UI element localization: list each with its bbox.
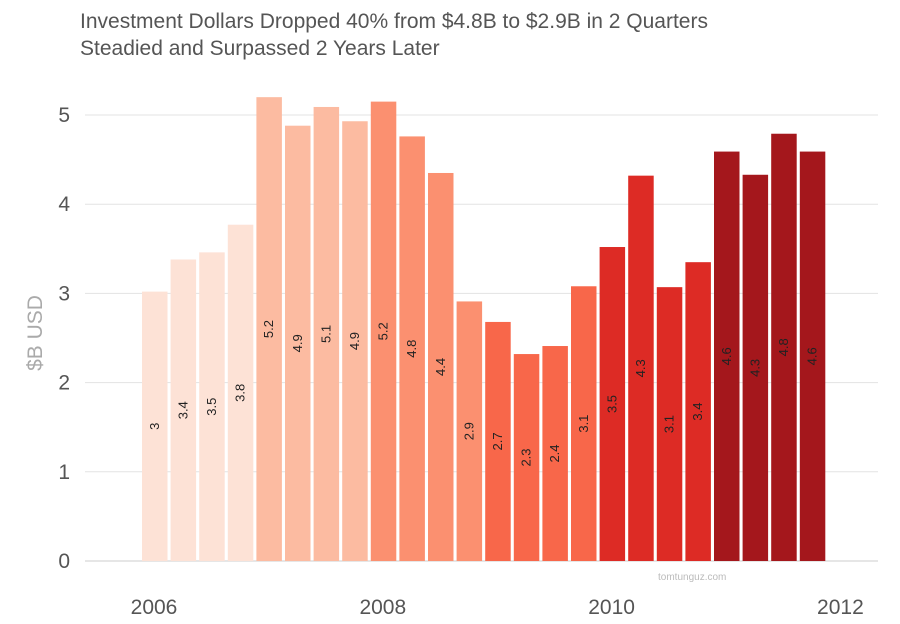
bar	[370, 101, 397, 562]
y-tick-label: 5	[58, 104, 70, 127]
bar	[170, 259, 197, 561]
bar	[771, 133, 797, 561]
data-label: 4.8	[776, 338, 791, 356]
data-label: 3.5	[204, 398, 219, 416]
data-label: 2.4	[547, 444, 562, 462]
data-label: 5.1	[318, 325, 333, 343]
bar	[742, 174, 769, 562]
data-label: 3.8	[233, 384, 248, 402]
x-tick-label: 2008	[359, 596, 406, 619]
bar	[799, 151, 826, 561]
y-tick-label: 1	[58, 461, 70, 484]
data-label: 3.1	[662, 415, 677, 433]
bar	[285, 125, 311, 561]
data-label: 3.1	[576, 415, 591, 433]
data-label: 4.3	[747, 359, 762, 377]
bar	[313, 106, 340, 562]
data-label: 3.4	[175, 401, 190, 419]
bar	[628, 175, 654, 561]
data-label: 4.9	[347, 332, 362, 350]
bar	[714, 151, 740, 561]
data-label: 3.5	[604, 395, 619, 413]
data-label: 4.8	[404, 340, 419, 358]
y-tick-label: 0	[58, 550, 70, 573]
data-labels: 3 3.4 3.5 3.8 5.2 4.9 5.1 4.9 5.2 4.8 4.4 2.9 2.7 2.3…	[147, 320, 820, 467]
data-label: 3.4	[690, 403, 705, 421]
bar	[256, 97, 282, 561]
bar	[685, 262, 711, 561]
chart-title-line-1: Investment Dollars Dropped 40% from $4.8…	[80, 10, 708, 33]
data-label: 4.6	[805, 347, 820, 365]
data-label: 3	[147, 423, 162, 430]
data-label: 4.3	[633, 359, 648, 377]
bar	[342, 121, 368, 561]
bars	[142, 97, 826, 562]
y-tick-label: 2	[58, 372, 70, 395]
data-label: 5.2	[261, 320, 276, 338]
x-axis-ticks: 2006 2008 2010 2012	[131, 596, 864, 619]
bar	[485, 321, 511, 561]
y-tick-label: 4	[58, 193, 70, 216]
bar	[599, 247, 626, 562]
x-tick-label: 2010	[588, 596, 635, 619]
x-tick-label: 2012	[817, 596, 864, 619]
bar	[571, 286, 597, 561]
data-label: 2.9	[461, 422, 476, 440]
bar	[199, 252, 225, 562]
data-label: 4.4	[433, 358, 448, 376]
data-label: 4.9	[290, 334, 305, 352]
bar	[656, 287, 683, 561]
y-axis-ticks: 0 1 2 3 4 5	[58, 104, 70, 573]
bar	[142, 291, 168, 561]
bar	[428, 172, 454, 562]
chart-title-line-2: Steadied and Surpassed 2 Years Later	[80, 37, 440, 60]
data-label: 4.6	[719, 347, 734, 365]
bar	[513, 354, 540, 561]
bar	[456, 301, 483, 561]
bar	[542, 346, 568, 561]
x-tick-label: 2006	[131, 596, 178, 619]
y-tick-label: 3	[58, 282, 70, 305]
y-axis-label: $B USD	[24, 295, 47, 371]
data-label: 5.2	[376, 322, 391, 340]
data-label: 2.7	[490, 432, 505, 450]
data-label: 2.3	[519, 448, 534, 466]
bar	[227, 224, 254, 561]
bar	[399, 136, 425, 561]
chart-title: Investment Dollars Dropped 40% from $4.8…	[80, 8, 708, 62]
watermark: tomtunguz.com	[658, 572, 726, 583]
